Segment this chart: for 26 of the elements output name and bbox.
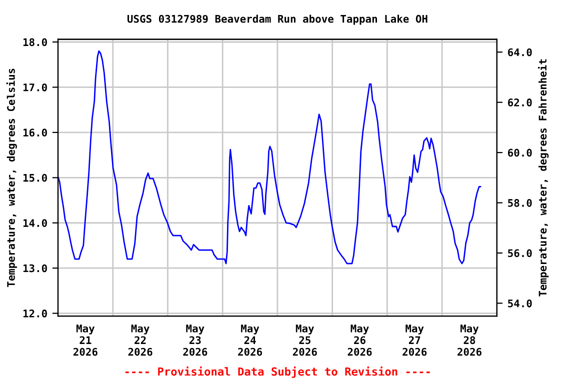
y2-tick-label: 60.0 [508, 148, 532, 157]
y-tick-label: 18.0 [23, 38, 47, 46]
y-tick-label: 12.0 [23, 310, 47, 318]
line-series [58, 50, 482, 264]
y-tick-label: 14.0 [23, 219, 47, 227]
y2-tick-label: 54.0 [508, 299, 532, 308]
x-tick-label: May 25 2026 [292, 324, 317, 356]
y2-tick-label: 62.0 [508, 98, 532, 106]
x-tick-label: May 23 2026 [183, 324, 208, 356]
x-tick-label: May 21 2026 [73, 324, 98, 356]
x-tick-label: May 26 2026 [348, 324, 372, 356]
y2-axis-title: Temperature, water, degrees Fahrenheit [538, 59, 549, 296]
y-tick-label: 16.0 [23, 128, 47, 137]
chart-title: USGS 03127989 Beaverdam Run above Tappan Lake OH [127, 14, 428, 25]
y-axis-title: Temperature, water, degrees Celsius [6, 68, 17, 287]
x-tick-label: May 27 2026 [402, 324, 427, 356]
y-tick-label: 17.0 [23, 83, 47, 92]
y-tick-label: 15.0 [23, 174, 47, 182]
y2-tick-label: 56.0 [508, 249, 532, 258]
y2-tick-label: 58.0 [508, 198, 532, 207]
text: ---- Provisional Data Subject to Revision ---- [125, 366, 430, 378]
y2-tick-label: 64.0 [508, 48, 532, 56]
x-tick-label: May 24 2026 [238, 324, 262, 356]
x-tick-label: May 28 2026 [458, 324, 482, 356]
y-tick-label: 13.0 [23, 264, 47, 272]
x-tick-label: May 22 2026 [128, 324, 152, 356]
